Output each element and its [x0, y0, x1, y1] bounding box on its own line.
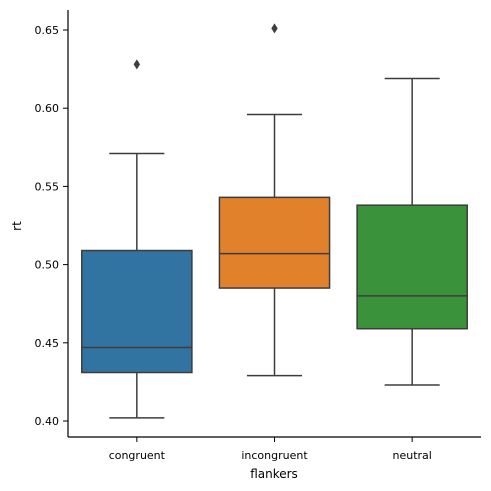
y-tick-label: 0.60 — [35, 102, 60, 115]
x-axis: congruent incongruent neutral — [68, 436, 481, 462]
x-axis-label: flankers — [250, 467, 298, 481]
y-tick-label: 0.50 — [35, 259, 60, 272]
outlier-point — [133, 59, 141, 70]
outlier-point — [271, 23, 278, 34]
box-neutral — [356, 77, 468, 386]
box-iqr — [81, 249, 193, 374]
y-axis: 0.40 0.45 0.50 0.55 0.60 0.65 — [35, 10, 69, 437]
x-tick-label-incongruent: incongruent — [241, 449, 308, 462]
box-iqr — [356, 204, 468, 330]
y-tick-label: 0.65 — [35, 24, 60, 37]
box-incongruent — [218, 23, 331, 377]
box-congruent — [81, 59, 193, 419]
box-iqr — [218, 196, 331, 289]
y-tick-label: 0.45 — [35, 337, 60, 350]
x-tick-label-neutral: neutral — [392, 449, 431, 462]
y-tick-label: 0.55 — [35, 180, 60, 193]
x-tick-label-congruent: congruent — [109, 449, 166, 462]
y-axis-label: rt — [10, 221, 24, 231]
plot-area — [81, 23, 468, 419]
y-tick-label: 0.40 — [35, 415, 60, 428]
